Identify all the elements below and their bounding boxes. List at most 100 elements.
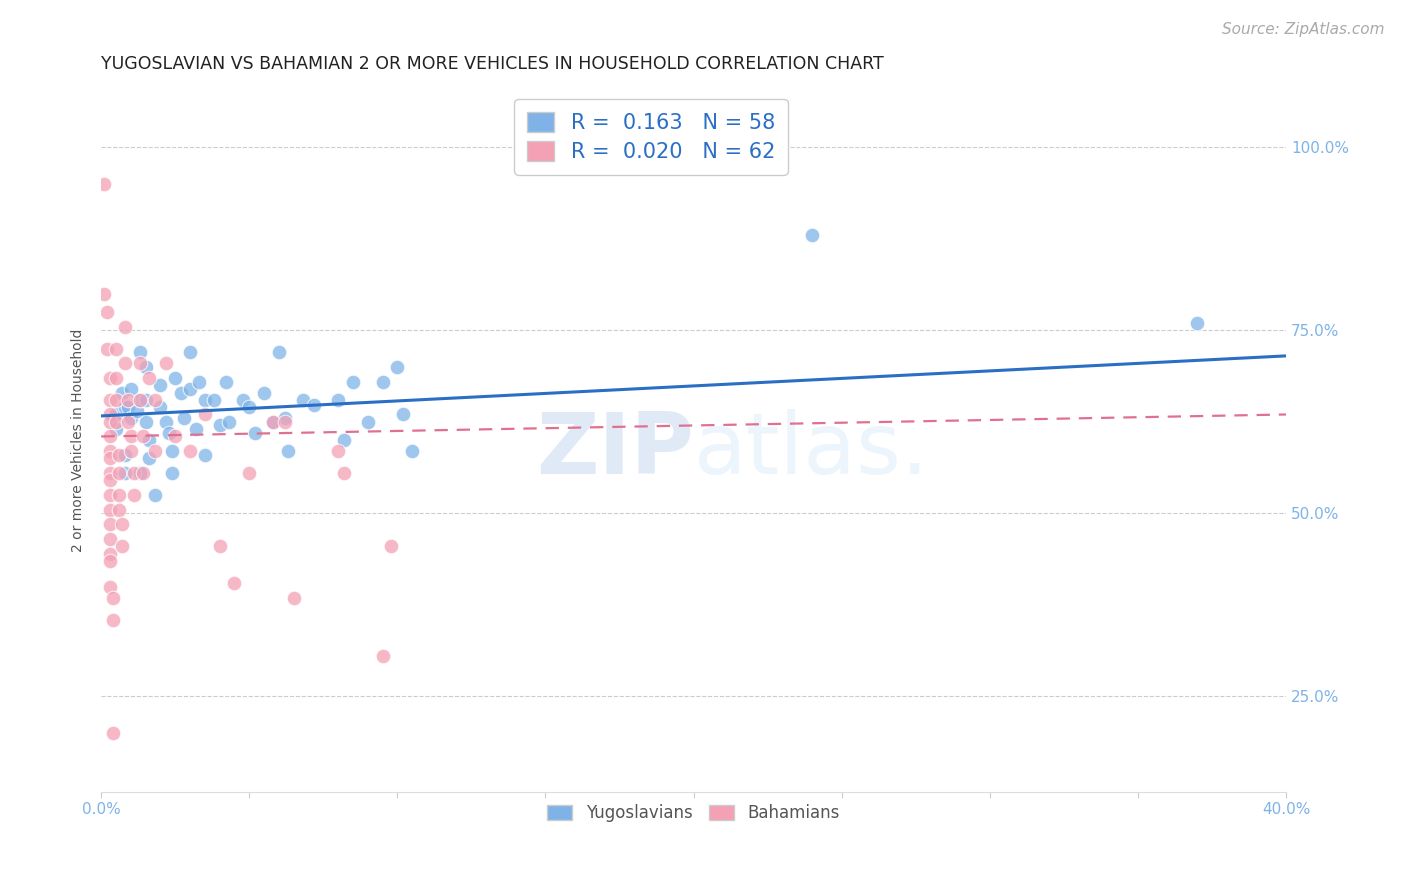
Point (117, 415, 139, 429)
Point (128, 345, 150, 359)
Point (387, 359, 409, 374)
Point (98, 451, 121, 466)
Point (291, 392, 314, 407)
Point (117, 400, 139, 414)
Point (98, 580, 121, 594)
Point (194, 392, 217, 407)
Point (96, 342, 118, 356)
Point (333, 466, 356, 480)
Point (165, 429, 187, 443)
Point (224, 575, 246, 590)
Point (202, 392, 225, 407)
Point (238, 466, 260, 480)
Point (801, 228, 824, 243)
Point (304, 398, 326, 412)
Point (188, 375, 211, 389)
Point (283, 591, 305, 605)
Point (108, 466, 131, 480)
Point (105, 371, 128, 385)
Point (357, 415, 380, 429)
Point (93, 177, 115, 191)
Text: atlas.: atlas. (693, 409, 929, 492)
Point (170, 385, 193, 400)
Point (155, 356, 177, 370)
Point (105, 415, 128, 429)
Point (371, 375, 394, 389)
Point (105, 422, 128, 436)
Point (108, 502, 131, 516)
Point (380, 539, 402, 553)
Point (262, 415, 284, 429)
Point (143, 488, 166, 502)
Point (138, 433, 160, 447)
Point (328, 444, 350, 458)
Point (138, 451, 160, 466)
Point (157, 425, 180, 440)
Point (135, 359, 157, 374)
Point (108, 488, 131, 502)
Point (128, 466, 150, 480)
Point (98, 408, 121, 422)
Point (194, 448, 217, 462)
Point (194, 408, 217, 422)
Point (184, 422, 207, 436)
Point (135, 415, 157, 429)
Point (371, 649, 394, 664)
Point (98, 474, 121, 488)
Point (179, 444, 201, 458)
Point (98, 371, 121, 385)
Point (135, 392, 157, 407)
Point (131, 466, 153, 480)
Point (98, 554, 121, 568)
Text: ZIP: ZIP (536, 409, 693, 492)
Point (401, 444, 423, 458)
Point (114, 356, 136, 370)
Point (117, 392, 139, 407)
Point (1185, 316, 1208, 330)
Point (128, 356, 150, 370)
Point (232, 392, 254, 407)
Point (120, 444, 142, 458)
Point (328, 392, 350, 407)
Point (162, 466, 184, 480)
Point (114, 400, 136, 414)
Point (98, 532, 121, 546)
Point (342, 375, 364, 389)
Point (125, 404, 148, 418)
Point (274, 411, 297, 425)
Point (120, 429, 142, 443)
Point (111, 385, 134, 400)
Point (245, 425, 267, 440)
Point (111, 539, 134, 553)
Point (143, 444, 166, 458)
Point (208, 418, 231, 433)
Point (98, 488, 121, 502)
Point (165, 371, 187, 385)
Point (173, 411, 195, 425)
Point (111, 517, 134, 532)
Text: Source: ZipAtlas.com: Source: ZipAtlas.com (1222, 22, 1385, 37)
Point (93, 286, 115, 301)
Point (267, 345, 290, 359)
Point (98, 429, 121, 443)
Point (218, 415, 240, 429)
Point (131, 429, 153, 443)
Point (128, 392, 150, 407)
Point (274, 415, 297, 429)
Point (105, 408, 128, 422)
Point (238, 400, 260, 414)
Point (120, 382, 142, 396)
Point (277, 444, 299, 458)
Point (179, 345, 201, 359)
Point (98, 547, 121, 561)
Point (98, 517, 121, 532)
Point (333, 433, 356, 447)
Point (122, 488, 145, 502)
Point (143, 392, 166, 407)
Y-axis label: 2 or more Vehicles in Household: 2 or more Vehicles in Household (72, 328, 86, 552)
Point (122, 466, 145, 480)
Point (105, 342, 128, 356)
Point (392, 408, 415, 422)
Point (114, 319, 136, 334)
Point (98, 466, 121, 480)
